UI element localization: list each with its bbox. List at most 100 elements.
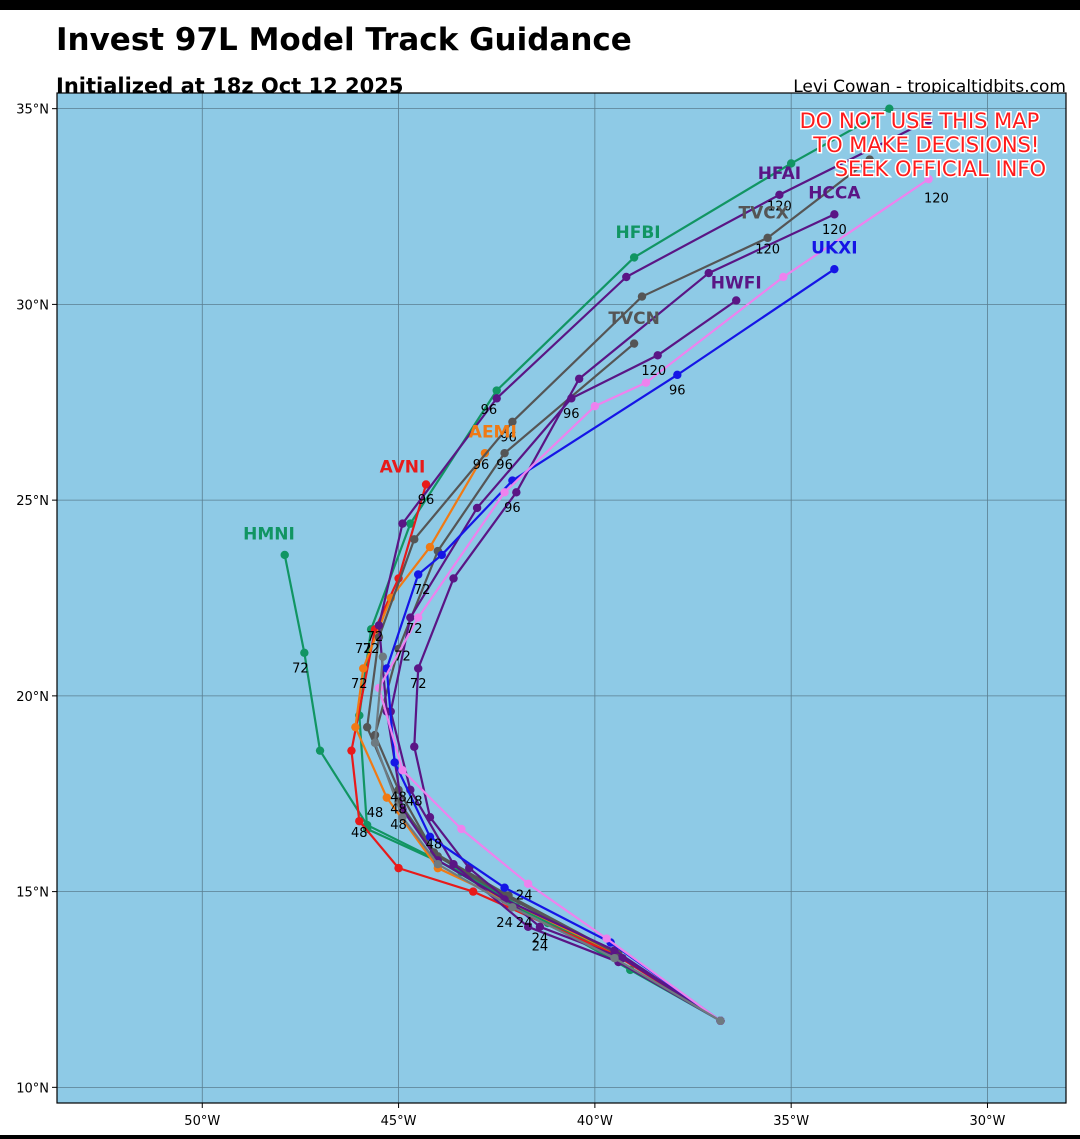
model-name-label: AEMI <box>469 422 517 442</box>
lon-tick-label: 40°W <box>577 1114 613 1129</box>
model-name-label: HWFI <box>711 274 762 294</box>
model-name-label: UKXI <box>811 239 857 259</box>
model-track-line <box>366 158 871 1022</box>
track-point <box>300 648 309 658</box>
track-point <box>468 887 478 896</box>
track-point <box>370 738 380 748</box>
track-point <box>779 272 788 282</box>
track-point <box>500 883 509 892</box>
forecast-hour-label: 120 <box>767 199 792 214</box>
lon-tick-label: 45°W <box>381 1114 417 1129</box>
forecast-hour-label: 48 <box>390 791 407 806</box>
lat-tick-label: 15°N <box>16 886 49 901</box>
track-point <box>574 374 584 383</box>
track-point <box>830 210 839 219</box>
track-point <box>523 879 533 888</box>
track-point <box>382 793 391 802</box>
track-point <box>673 370 682 380</box>
model-track-line <box>373 342 722 1022</box>
credit-text: Levi Cowan - tropicaltidbits.com <box>793 77 1066 97</box>
figure-frame: Invest 97L Model Track Guidance Initiali… <box>0 10 1080 1135</box>
model-name-label: AVNI <box>380 458 426 478</box>
track-point <box>590 401 600 411</box>
lat-tick-label: 35°N <box>16 103 49 118</box>
track-point <box>449 860 458 869</box>
track-point <box>508 903 517 912</box>
forecast-hour-label: 72 <box>351 677 368 692</box>
model-track-line <box>413 213 835 1022</box>
forecast-hour-label: 120 <box>641 364 666 379</box>
forecast-hour-label: 96 <box>473 458 490 473</box>
model-name-label: TVCN <box>608 309 659 329</box>
track-point <box>437 550 446 560</box>
forecast-hour-label: 48 <box>351 826 368 841</box>
forecast-hour-label: 72 <box>410 677 427 692</box>
forecast-hour-label: 72 <box>367 630 384 645</box>
track-point <box>362 722 372 732</box>
forecast-hour-label: 24 <box>516 916 533 931</box>
model-name-label: HFBI <box>615 223 660 243</box>
track-point <box>425 832 435 841</box>
model-names: HFBI HMNI AVNI AEMI TVCX TVCN HFAI HCCA HWFI UKXI <box>243 164 861 544</box>
forecast-hour-label: 120 <box>924 192 949 207</box>
track-point <box>433 860 443 869</box>
forecast-hour-label: 72 <box>363 642 380 657</box>
forecast-hour-label: 72 <box>406 622 423 637</box>
track-point <box>500 488 509 497</box>
forecast-hour-label: 96 <box>418 493 435 508</box>
track-point <box>610 953 619 963</box>
forecast-hour-label: 96 <box>504 501 521 516</box>
track-point <box>394 863 403 873</box>
track-point <box>472 503 482 513</box>
forecast-hour-label: 24 <box>516 888 533 903</box>
track-map: 7248729648729648729612048729648729612024… <box>16 92 1067 1129</box>
forecast-hour-label: 72 <box>394 650 411 665</box>
warning-line: SEEK OFFICIAL INFO <box>835 157 1046 181</box>
track-point <box>421 480 431 489</box>
track-point <box>641 378 651 387</box>
track-point <box>398 813 407 822</box>
forecast-hour-label: 48 <box>390 802 407 817</box>
track-point <box>398 766 407 775</box>
track-point <box>492 386 501 395</box>
axis-ticks: 50°W 45°W 40°W 35°W 30°W 10°N 15°N 20°N 25°N 30°N… <box>16 103 1005 1129</box>
track-point <box>410 742 419 751</box>
track-point <box>413 613 423 622</box>
forecast-hour-label: 24 <box>532 931 549 946</box>
track-point <box>885 104 894 113</box>
track-point <box>610 946 619 955</box>
track-point <box>622 272 631 282</box>
forecast-hour-label: 48 <box>426 838 443 853</box>
forecast-hour-label: 24 <box>532 939 549 954</box>
forecast-hour-label: 72 <box>414 583 431 598</box>
model-name-label: HMNI <box>243 524 295 544</box>
forecast-hour-label: 72 <box>355 642 372 657</box>
track-point <box>500 448 509 458</box>
track-point <box>535 922 545 932</box>
track-point <box>425 542 435 552</box>
forecast-hour-label: 96 <box>500 430 517 445</box>
track-point <box>523 922 533 932</box>
forecast-hour-label: 120 <box>755 243 780 258</box>
track-point <box>413 664 423 673</box>
warning-line: DO NOT USE THIS MAP <box>800 109 1040 133</box>
lat-tick-label: 25°N <box>16 494 49 509</box>
track-point <box>786 159 796 168</box>
track-point <box>704 268 713 278</box>
track-point <box>653 351 662 360</box>
model-track-line <box>377 178 930 1022</box>
track-point <box>512 488 521 497</box>
model-name-label: TVCX <box>739 203 789 223</box>
track-point <box>924 116 933 125</box>
track-point <box>763 233 772 243</box>
track-point <box>413 570 423 579</box>
track-point <box>359 664 368 673</box>
track-point <box>315 746 325 755</box>
forecast-hour-label: 96 <box>481 403 498 418</box>
map-border <box>56 92 1067 1104</box>
track-point <box>347 746 356 755</box>
grid-lines <box>57 93 1066 1103</box>
track-point <box>406 519 415 528</box>
track-point <box>732 296 741 305</box>
lat-tick-label: 30°N <box>16 298 49 313</box>
